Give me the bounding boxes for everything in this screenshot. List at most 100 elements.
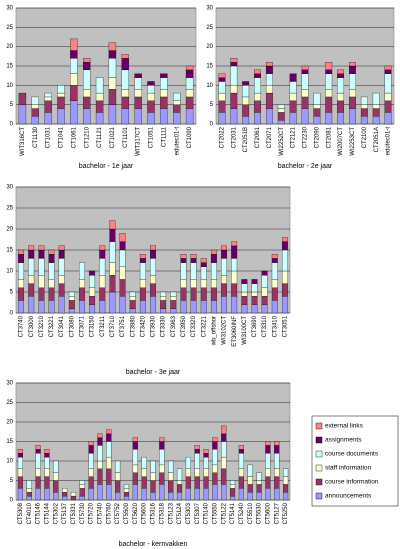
bar-segment — [123, 484, 130, 489]
bar-segment — [221, 249, 227, 259]
bar-segment — [31, 96, 39, 105]
x-tick-label: CT3980 — [130, 315, 136, 337]
bar-segment — [282, 492, 289, 501]
bar-segment — [384, 92, 392, 101]
bar-segment — [180, 262, 187, 280]
y-tick-label: 10 — [206, 83, 213, 89]
bar-segment — [159, 464, 165, 473]
bar-segment — [121, 89, 129, 98]
x-tick-label: CT1121 — [97, 126, 103, 148]
bar-segment — [301, 96, 309, 109]
bar-segment — [265, 73, 273, 86]
bar-segment — [132, 437, 138, 442]
bar-segment — [18, 279, 25, 288]
bar-segment — [221, 425, 227, 434]
bar-segment — [35, 449, 41, 454]
legend-label: course information — [325, 479, 379, 486]
x-tick-label: WI2252CT — [279, 127, 285, 156]
bar-segment — [256, 492, 262, 501]
x-tick-label: WI2253CT — [350, 127, 356, 156]
bar-segment — [194, 488, 200, 501]
bar-segment — [95, 92, 104, 101]
bar-segment — [238, 453, 244, 469]
bar-segment — [159, 472, 165, 485]
bar-segment — [301, 69, 309, 74]
bar-segment — [384, 112, 392, 125]
bar-segment — [360, 116, 368, 125]
bar-segment — [58, 258, 65, 276]
y-tick-label: 30 — [6, 381, 13, 387]
bar-segment — [325, 112, 333, 125]
bar-segment — [229, 484, 236, 489]
bar-segment — [170, 296, 177, 301]
bar-segment — [185, 108, 194, 125]
bar-segment — [251, 279, 258, 284]
bar-segment — [70, 50, 78, 59]
y-tick-label: 0 — [10, 498, 14, 504]
x-tick-label: CT1111 — [161, 126, 167, 147]
x-axis-label: bachelor - 3e jaar — [126, 369, 181, 376]
legend-swatch — [315, 464, 323, 472]
x-tick-label: CT5240 — [239, 502, 245, 524]
y-tick-label: 30 — [6, 6, 13, 12]
x-tick-label: CT3310 — [262, 315, 268, 337]
bar-segment — [210, 262, 217, 280]
bar-segment — [108, 89, 117, 105]
bar-segment — [160, 291, 167, 297]
bar-segment — [115, 492, 121, 501]
bar-segment — [160, 296, 167, 301]
x-tick-label: CT2022 — [220, 126, 226, 148]
x-tick-label: CT3330 — [161, 315, 167, 337]
bar-segment — [121, 58, 129, 71]
bar-segment — [83, 108, 91, 125]
bar-segment — [265, 476, 271, 489]
bar-segment — [242, 81, 250, 86]
bar-segment — [109, 228, 116, 242]
bar-segment — [35, 476, 41, 489]
y-tick-label: 0 — [210, 122, 214, 128]
bar-segment — [265, 453, 271, 469]
bar-segment — [150, 275, 156, 284]
bar-segment — [99, 300, 106, 314]
bar-segment — [99, 249, 106, 259]
bar-segment — [281, 249, 288, 272]
bar-segment — [200, 279, 207, 288]
bar-segment — [254, 112, 261, 125]
y-tick-label: 15 — [6, 248, 13, 254]
bar-segment — [160, 89, 168, 98]
bar-segment — [79, 480, 85, 485]
x-tick-label: CT1101 — [123, 126, 129, 148]
x-tick-label: ET3060INF — [232, 316, 238, 347]
bar-segment — [132, 449, 138, 466]
bar-segment — [83, 96, 91, 109]
x-tick-label: CT3071 — [80, 315, 86, 337]
bar-segment — [147, 112, 155, 125]
bar-segment — [68, 291, 75, 297]
bar-segment — [108, 77, 117, 90]
bar-segment — [337, 100, 345, 113]
bar-segment — [170, 300, 177, 309]
bar-segment — [83, 89, 91, 98]
bar-segment — [254, 92, 261, 101]
x-tick-label: CT5123 — [168, 502, 174, 524]
bar-segment — [265, 445, 271, 454]
bar-segment — [313, 104, 321, 109]
bar-segment — [185, 476, 191, 489]
bar-segment — [261, 275, 268, 288]
bar-segment — [147, 100, 155, 113]
bar-segment — [301, 108, 309, 125]
bar-segment — [139, 254, 146, 259]
x-tick-label: CT5302 — [53, 502, 59, 524]
bar-segment — [121, 69, 129, 90]
bar-segment — [28, 275, 35, 284]
bar-segment — [132, 464, 138, 473]
x-tick-label: CT3080 — [69, 315, 75, 337]
x-tick-label: wb_offshor — [211, 316, 217, 346]
bar-segment — [256, 472, 262, 481]
bar-segment — [53, 460, 59, 473]
bar-segment — [301, 89, 309, 98]
bar-segment — [221, 283, 227, 297]
bar-segment — [150, 245, 156, 251]
bar-segment — [384, 65, 392, 71]
bar-segment — [141, 488, 147, 501]
